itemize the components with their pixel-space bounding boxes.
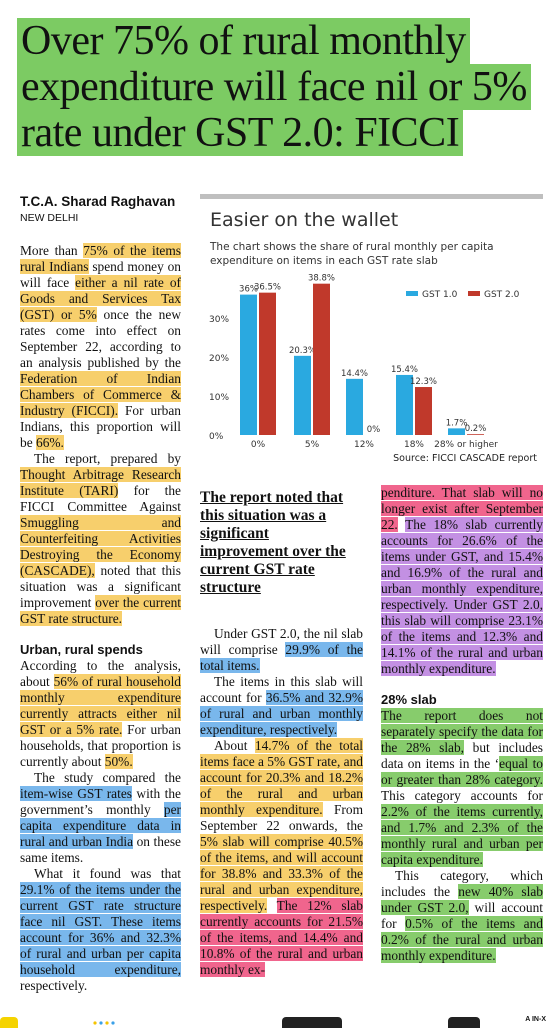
data-label: 0%	[367, 425, 381, 435]
paragraph: More than 75% of the items rural Indians…	[20, 243, 182, 450]
headline-text: Over 75% of rural monthly expenditure wi…	[17, 18, 531, 156]
legend-label: GST 2.0	[484, 290, 520, 300]
data-label: 38.8%	[308, 274, 335, 284]
chart-source: Source: FICCI CASCADE report	[393, 453, 537, 464]
dateline: NEW DELHI	[20, 212, 79, 224]
data-label: 12.3%	[410, 377, 437, 387]
bar-gst1	[448, 428, 465, 435]
paragraph: According to the analysis, about 56% of …	[20, 658, 181, 769]
bar-gst1	[294, 355, 311, 435]
y-tick-label: 0%	[209, 432, 224, 442]
dots-icon	[90, 1017, 120, 1028]
x-tick-label: 12%	[354, 440, 374, 450]
chart-box: Easier on the wallet The chart shows the…	[200, 194, 543, 473]
x-tick-label: 28% or higher	[434, 440, 498, 450]
paragraph: This category, which includes the new 40…	[381, 868, 543, 963]
y-tick-label: 30%	[209, 315, 229, 325]
paragraph: penditure. That slab will no longer exis…	[381, 485, 544, 676]
bar-gst2	[259, 292, 276, 435]
paragraph: The report, prepared by Thought Arbitrag…	[20, 451, 182, 626]
chart-subtitle: The chart shows the share of rural month…	[210, 241, 494, 267]
bar-gst2	[467, 434, 484, 435]
footer-marker	[0, 1017, 18, 1028]
bar-gst1	[396, 374, 413, 435]
paragraph: The report does not separately specify t…	[381, 708, 543, 867]
section-heading: 28% slab	[381, 692, 437, 707]
article-column-2: Under GST 2.0, the nil slab will compris…	[200, 626, 363, 978]
page-footer: A IN-X	[0, 1014, 556, 1028]
data-label: 36.5%	[254, 283, 281, 293]
paragraph: About 14.7% of the total items face a 5%…	[200, 738, 363, 977]
y-tick-label: 10%	[209, 393, 229, 403]
data-label: 20.3%	[289, 346, 316, 356]
headline: Over 75% of rural monthly expenditure wi…	[17, 18, 537, 156]
byline: T.C.A. Sharad Raghavan	[20, 194, 176, 209]
article-column-1: More than 75% of the items rural Indians…	[20, 243, 182, 994]
section-heading: Urban, rural spends	[20, 642, 143, 657]
bar-gst2	[415, 387, 432, 435]
paragraph: Under GST 2.0, the nil slab will compris…	[200, 626, 363, 673]
x-tick-label: 5%	[305, 440, 320, 450]
data-label: 0.2%	[465, 424, 487, 434]
data-label: 14.4%	[341, 369, 368, 379]
bar-chart: 0% 10% 20% 30% 36%36.5% 0% 20.3% 38.8% 5% 14.4% 0%…	[209, 274, 520, 450]
footer-tab	[282, 1017, 342, 1028]
chart-title: Easier on the wallet	[210, 209, 399, 231]
paragraph: What it found was that 29.1% of the item…	[20, 866, 181, 993]
x-tick-label: 18%	[404, 440, 424, 450]
bar-gst1	[240, 294, 257, 435]
legend-swatch	[468, 291, 480, 296]
data-label: 36%	[239, 285, 258, 295]
paragraph: The study compared the item-wise GST rat…	[20, 770, 181, 865]
data-label: 1.7%	[446, 418, 468, 428]
footer-brand: A IN-X	[525, 1016, 546, 1023]
legend-label: GST 1.0	[422, 290, 458, 300]
paragraph: The items in this slab will account for …	[200, 674, 363, 737]
data-label: 15.4%	[391, 365, 418, 375]
bar-gst1	[346, 378, 363, 435]
footer-tab	[448, 1017, 480, 1028]
x-tick-label: 0%	[251, 440, 266, 450]
y-tick-label: 20%	[209, 354, 229, 364]
bar-gst2	[313, 283, 330, 435]
article-column-3: penditure. That slab will no longer exis…	[381, 485, 544, 964]
legend-swatch	[406, 291, 418, 296]
pull-quote: The report noted that this situation was…	[200, 489, 346, 596]
